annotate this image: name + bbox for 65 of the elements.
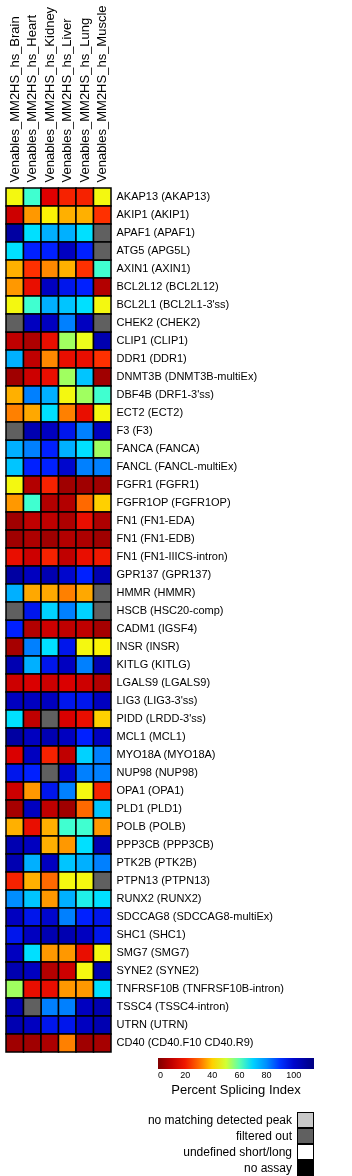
y-tick-label: FGFR1 (FGFR1): [116, 478, 199, 490]
text: no assay: [243, 1161, 292, 1175]
y-tick-label: BCL2L12 (BCL2L12): [116, 280, 219, 292]
y-tick-label: SDCCAG8 (SDCCAG8-multiEx): [116, 910, 273, 922]
text: no matching detected peak: [147, 1113, 292, 1127]
y-tick-label: TNFRSF10B (TNFRSF10B-intron): [116, 982, 284, 994]
y-tick-label: AXIN1 (AXIN1): [116, 262, 191, 274]
x-tick-label: Venables_MM2HS_hs_Heart: [24, 14, 40, 183]
color-bar-label: 0: [158, 1070, 164, 1080]
y-tick-label: AKIP1 (AKIP1): [116, 208, 190, 220]
text: undefined short/long: [183, 1145, 292, 1159]
y-tick-label: DNMT3B (DNMT3B-multiEx): [116, 370, 258, 382]
y-tick-label: MCL1 (MCL1): [116, 730, 186, 742]
y-tick-label: SMG7 (SMG7): [116, 946, 190, 958]
y-tick-label: FN1 (FN1-EDB): [116, 532, 195, 544]
y-tick-label: PTK2B (PTK2B): [116, 856, 197, 868]
y-tick-label: APAF1 (APAF1): [116, 226, 195, 238]
y-tick-label: ATG5 (APG5L): [116, 244, 191, 256]
y-tick-label: OPA1 (OPA1): [116, 784, 184, 796]
color-bar-label: 80: [261, 1070, 272, 1080]
y-tick-label: DBF4B (DRF1-3'ss): [116, 388, 214, 400]
y-tick-label: RUNX2 (RUNX2): [116, 892, 202, 904]
y-tick-label: BCL2L1 (BCL2L1-3'ss): [116, 298, 230, 310]
y-tick-label: PIDD (LRDD-3'ss): [116, 712, 206, 724]
y-tick-label: MYO18A (MYO18A): [116, 748, 216, 760]
y-tick-label: FN1 (FN1-IIICS-intron): [116, 550, 228, 562]
color-bar-title: Percent Splicing Index: [171, 1082, 302, 1097]
y-tick-label: INSR (INSR): [116, 640, 180, 652]
x-tick-label: Venables_MM2HS_hs_Liver: [59, 17, 75, 183]
color-bar-label: 20: [180, 1070, 191, 1080]
y-tick-label: FN1 (FN1-EDA): [116, 514, 195, 526]
color-bar-label: 60: [234, 1070, 245, 1080]
y-tick-label: FANCA (FANCA): [116, 442, 200, 454]
y-tick-label: UTRN (UTRN): [116, 1018, 188, 1030]
x-tick-label: Venables_MM2HS_hs_Lung: [76, 17, 92, 183]
color-bar-label: 40: [207, 1070, 218, 1080]
text: filtered out: [235, 1129, 292, 1143]
y-tick-label: CHEK2 (CHEK2): [116, 316, 201, 328]
color-bar-label: 100: [286, 1070, 302, 1080]
y-tick-label: PTPN13 (PTPN13): [116, 874, 211, 886]
y-tick-label: GPR137 (GPR137): [116, 568, 212, 580]
y-tick-label: SYNE2 (SYNE2): [116, 964, 200, 976]
y-tick-label: NUP98 (NUP98): [116, 766, 198, 778]
y-tick-label: FGFR1OP (FGFR1OP): [116, 496, 231, 508]
y-tick-label: HMMR (HMMR): [116, 586, 196, 598]
y-tick-label: PLD1 (PLD1): [116, 802, 182, 814]
y-tick-label: F3 (F3): [116, 424, 153, 436]
x-tick-label: Venables_MM2HS_hs_Muscle: [94, 5, 110, 183]
y-tick-label: ECT2 (ECT2): [116, 406, 184, 418]
x-tick-label: Venables_MM2HS_hs_Kidney: [41, 6, 57, 183]
y-tick-label: PPP3CB (PPP3CB): [116, 838, 214, 850]
y-tick-label: SHC1 (SHC1): [116, 928, 186, 940]
y-tick-label: FANCL (FANCL-multiEx): [116, 460, 238, 472]
y-tick-label: AKAP13 (AKAP13): [116, 190, 211, 202]
y-tick-label: KITLG (KITLG): [116, 658, 191, 670]
y-tick-label: POLB (POLB): [116, 820, 186, 832]
x-tick-label: Venables_MM2HS_hs_Brain: [6, 16, 22, 183]
y-tick-label: LGALS9 (LGALS9): [116, 676, 211, 688]
y-tick-label: HSCB (HSC20-comp): [116, 604, 224, 616]
y-tick-label: CD40 (CD40.F10 CD40.R9): [116, 1036, 254, 1048]
y-tick-label: LIG3 (LIG3-3'ss): [116, 694, 198, 706]
y-tick-label: TSSC4 (TSSC4-intron): [116, 1000, 229, 1012]
y-tick-label: CADM1 (IGSF4): [116, 622, 198, 634]
y-tick-label: CLIP1 (CLIP1): [116, 334, 189, 346]
y-tick-label: DDR1 (DDR1): [116, 352, 187, 364]
